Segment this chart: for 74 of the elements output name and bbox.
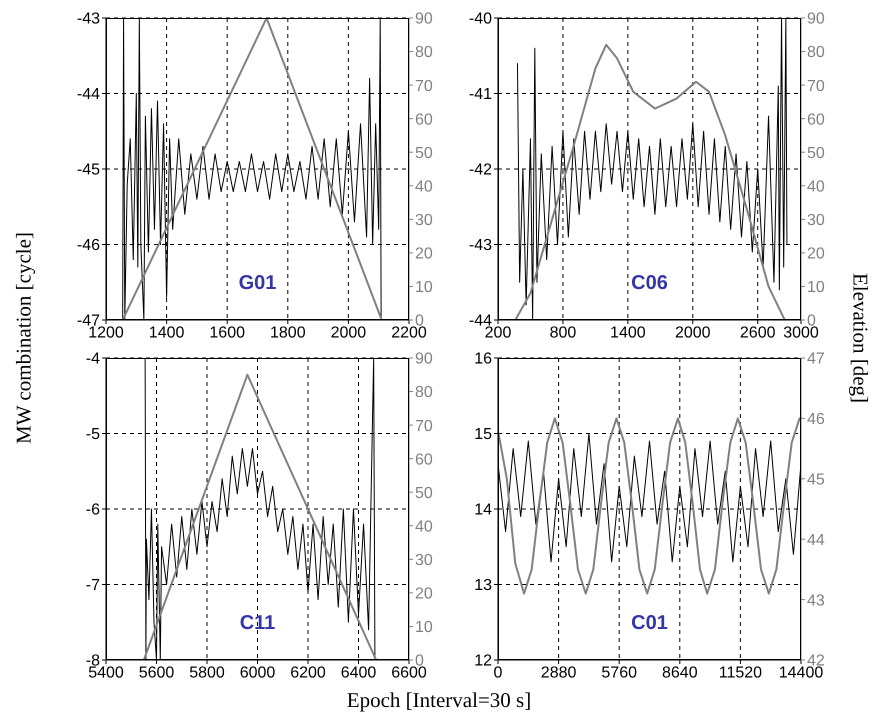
y-tick-label: 14 <box>474 502 492 519</box>
y2-tick-label: 46 <box>807 411 825 428</box>
y-tick-label: -7 <box>86 577 100 594</box>
annotation: C01 <box>630 612 669 635</box>
annotation: G01 <box>238 272 278 295</box>
y-tick-label: -46 <box>76 237 100 254</box>
y2-tick-label: 10 <box>807 279 825 296</box>
y-tick-label: -4 <box>86 350 100 368</box>
y2-tick-label: 30 <box>807 212 825 230</box>
y2-tick-label: 70 <box>415 418 433 435</box>
y-tick-label: -44 <box>76 86 100 104</box>
y2-tick-label: 45 <box>807 471 825 488</box>
y2-tick-label: 10 <box>415 619 433 636</box>
x-tick-label: 2600 <box>740 324 776 342</box>
y2-tick-label: 60 <box>415 111 433 128</box>
y2-tick-label: 90 <box>415 10 433 28</box>
y2-tick-label: 70 <box>807 78 825 95</box>
y2-tick-label: 80 <box>415 384 433 402</box>
y2-tick-label: 47 <box>807 350 825 368</box>
x-tick-label: 6000 <box>240 664 276 682</box>
x-axis-title: Epoch [Interval=30 s] <box>346 688 532 713</box>
y-tick-label: -40 <box>468 10 492 28</box>
y-tick-label: -42 <box>468 162 492 179</box>
y-tick-label: -41 <box>468 86 492 104</box>
x-tick-label: 1400 <box>148 324 184 342</box>
x-tick-label: 800 <box>550 324 576 342</box>
y2-tick-label: 30 <box>415 552 433 570</box>
y2-tick-label: 50 <box>415 144 433 162</box>
x-tick-label: 2000 <box>674 324 711 342</box>
y-tick-label: -6 <box>86 502 100 519</box>
y2-tick-label: 30 <box>415 212 433 230</box>
y2-tick-label: 50 <box>807 144 825 162</box>
y-tick-label: 12 <box>474 652 492 670</box>
y2-tick-label: 50 <box>415 484 433 502</box>
y2-tick-label: 90 <box>415 350 433 368</box>
y-tick-label: -43 <box>468 237 492 254</box>
y2-tick-label: 20 <box>807 246 825 263</box>
y2-tick-label: 80 <box>415 44 433 62</box>
y2-axis-title: Elevation [deg] <box>848 272 872 404</box>
y2-tick-label: 80 <box>807 44 825 62</box>
x-tick-label: 8640 <box>662 664 698 682</box>
y2-tick-label: 90 <box>807 10 825 28</box>
y-axis-title: MW combination [cycle] <box>12 232 36 444</box>
x-tick-label: 1600 <box>209 324 246 342</box>
y2-tick-label: 40 <box>415 178 433 196</box>
x-tick-label: 2880 <box>540 664 576 682</box>
y2-tick-label: 44 <box>807 532 825 549</box>
y2-tick-label: 70 <box>415 78 433 95</box>
y-tick-label: 15 <box>474 426 492 444</box>
x-tick-label: 6200 <box>290 664 326 682</box>
x-tick-label: 5760 <box>601 664 638 682</box>
y2-tick-label: 60 <box>415 451 433 468</box>
x-tick-label: 5800 <box>189 664 225 682</box>
y-tick-label: 16 <box>474 350 492 368</box>
y2-tick-label: 43 <box>807 592 825 610</box>
y-tick-label: 13 <box>474 577 492 594</box>
y-tick-label: -5 <box>86 426 100 444</box>
y2-tick-label: 10 <box>415 279 433 296</box>
y-tick-label: -43 <box>76 10 100 28</box>
x-tick-label: 1400 <box>610 324 646 342</box>
x-tick-label: 0 <box>494 664 503 682</box>
annotation: C06 <box>630 272 669 295</box>
y2-tick-label: 40 <box>807 178 825 196</box>
y-tick-label: -45 <box>76 162 100 179</box>
annotation: C11 <box>238 612 276 635</box>
y2-tick-label: 20 <box>415 586 433 603</box>
y2-tick-label: 40 <box>415 518 433 536</box>
x-tick-label: 2000 <box>330 324 366 342</box>
x-tick-label: 5600 <box>138 664 174 682</box>
x-tick-label: 11520 <box>718 664 762 682</box>
x-tick-label: 1800 <box>270 324 306 342</box>
x-tick-label: 6400 <box>340 664 376 682</box>
y2-tick-label: 60 <box>807 111 825 128</box>
y2-tick-label: 20 <box>415 246 433 263</box>
